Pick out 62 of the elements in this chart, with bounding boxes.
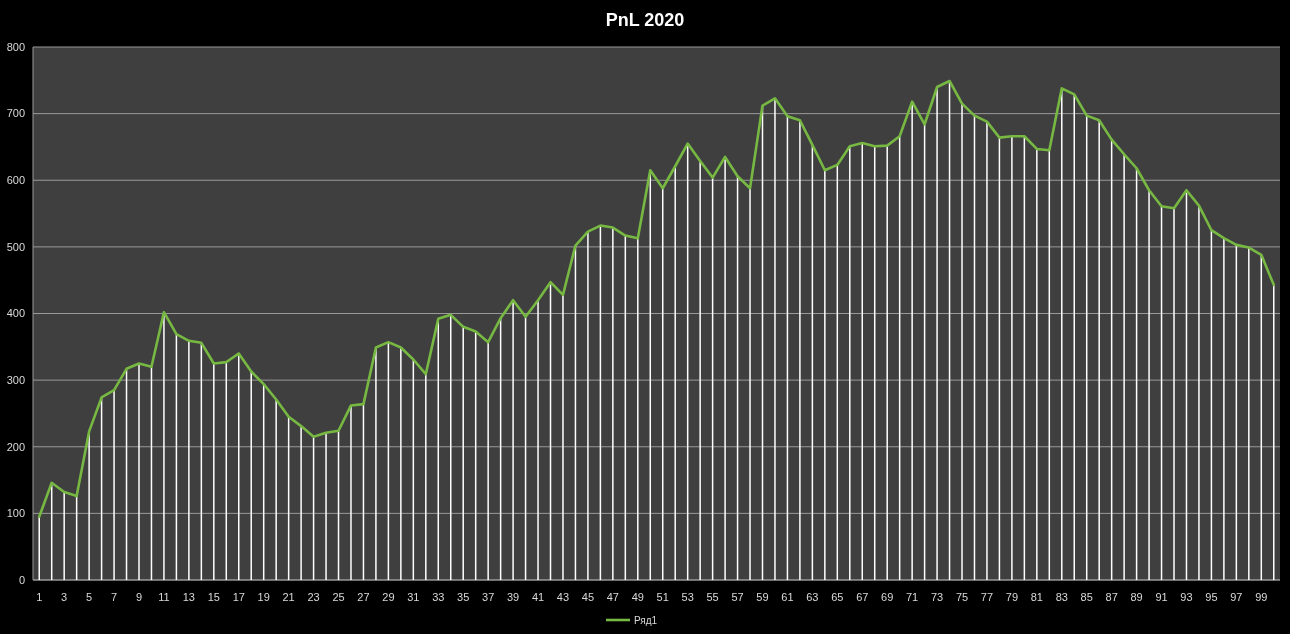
x-tick-label: 85 bbox=[1080, 590, 1093, 603]
x-tick-label: 53 bbox=[681, 590, 694, 603]
x-tick-label: 81 bbox=[1030, 590, 1043, 603]
y-tick-label: 500 bbox=[6, 240, 25, 253]
x-tick-label: 89 bbox=[1130, 590, 1143, 603]
x-tick-label: 11 bbox=[158, 590, 170, 603]
y-tick-label: 0 bbox=[18, 573, 25, 586]
x-tick-label: 29 bbox=[382, 590, 395, 603]
x-tick-label: 73 bbox=[930, 590, 944, 603]
x-tick-label: 27 bbox=[357, 590, 370, 603]
x-tick-label: 31 bbox=[407, 590, 420, 603]
line-series bbox=[37, 79, 1276, 519]
x-tick-label: 91 bbox=[1155, 590, 1168, 603]
y-tick-label: 600 bbox=[6, 174, 25, 187]
x-tick-label: 9 bbox=[135, 590, 143, 603]
y-tick-label: 400 bbox=[6, 307, 25, 320]
x-tick-label: 37 bbox=[482, 590, 495, 603]
x-tick-label: 61 bbox=[781, 590, 794, 603]
x-tick-label: 35 bbox=[457, 590, 470, 603]
x-tick-label: 47 bbox=[606, 590, 619, 603]
x-tick-label: 25 bbox=[332, 590, 345, 603]
x-tick-label: 41 bbox=[531, 590, 545, 603]
x-tick-label: 51 bbox=[656, 590, 669, 603]
x-tick-label: 1 bbox=[36, 590, 43, 603]
x-tick-label: 17 bbox=[232, 590, 245, 603]
y-tick-label: 800 bbox=[6, 40, 25, 53]
x-tick-label: 97 bbox=[1230, 590, 1243, 603]
chart-title: PnL 2020 bbox=[605, 10, 685, 31]
x-tick-label: 39 bbox=[506, 590, 520, 603]
x-tick-label: 71 bbox=[906, 590, 919, 603]
x-tick-label: 69 bbox=[881, 590, 894, 603]
x-tick-label: 5 bbox=[86, 590, 93, 603]
x-tick-label: 15 bbox=[207, 590, 220, 603]
y-tick-label: 200 bbox=[6, 440, 25, 453]
x-tick-label: 7 bbox=[110, 590, 118, 603]
x-tick-label: 93 bbox=[1180, 590, 1193, 603]
x-tick-label: 67 bbox=[856, 590, 869, 603]
x-tick-label: 87 bbox=[1105, 590, 1118, 603]
x-tick-label: 95 bbox=[1205, 590, 1218, 603]
x-tick-label: 43 bbox=[556, 590, 570, 603]
x-tick-label: 55 bbox=[706, 590, 719, 603]
x-tick-label: 33 bbox=[432, 590, 445, 603]
x-tick-label: 59 bbox=[756, 590, 769, 603]
y-tick-label: 300 bbox=[6, 373, 25, 386]
x-tick-label: 77 bbox=[980, 590, 994, 603]
y-tick-label: 700 bbox=[6, 107, 25, 120]
x-tick-label: 65 bbox=[831, 590, 844, 603]
x-tick-label: 79 bbox=[1005, 590, 1019, 603]
y-tick-label: 100 bbox=[6, 507, 25, 520]
x-tick-label: 19 bbox=[257, 590, 270, 603]
x-tick-label: 23 bbox=[307, 590, 320, 603]
legend-label: Ряд1 bbox=[634, 614, 658, 626]
x-tick-label: 57 bbox=[731, 590, 744, 603]
x-tick-label: 99 bbox=[1255, 590, 1268, 603]
x-tick-label: 21 bbox=[282, 590, 295, 603]
x-tick-label: 13 bbox=[182, 590, 195, 603]
x-tick-label: 63 bbox=[806, 590, 819, 603]
x-tick-label: 83 bbox=[1055, 590, 1068, 603]
x-tick-label: 49 bbox=[631, 590, 644, 603]
x-tick-label: 75 bbox=[955, 590, 969, 603]
x-tick-label: 45 bbox=[581, 590, 595, 603]
x-tick-label: 3 bbox=[61, 590, 68, 603]
